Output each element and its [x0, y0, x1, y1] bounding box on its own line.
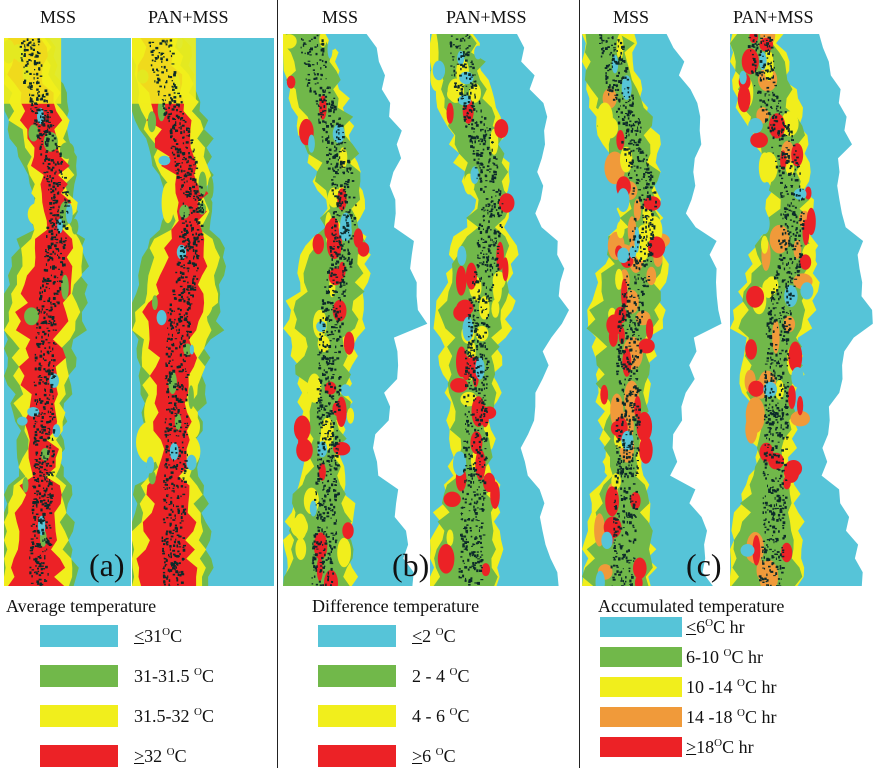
- legend-label: 2 - 4 OC: [412, 666, 470, 686]
- legend-swatch: [600, 677, 682, 697]
- panel-divider-2: [579, 0, 580, 768]
- legend-title: Difference temperature: [312, 596, 480, 616]
- legend-swatch: [600, 647, 682, 667]
- legend-item: 31-31.5 OC: [40, 665, 214, 687]
- legend-swatch: [318, 745, 396, 767]
- map-label-mss: MSS: [322, 7, 359, 27]
- map-c-mss: [582, 34, 728, 586]
- map-b-pan-mss: [430, 34, 575, 586]
- legend-item: <6OC hr: [600, 616, 745, 638]
- legend-swatch: [40, 745, 118, 767]
- legend-swatch: [40, 705, 118, 727]
- map-label-mss: MSS: [40, 7, 77, 27]
- panel-letter: (a): [89, 547, 125, 583]
- map-c-pan-mss: [730, 34, 878, 586]
- legend-label: 14 -18 OC hr: [686, 707, 777, 727]
- legend-label: >32 OC: [134, 746, 187, 766]
- legend-label: >18OC hr: [686, 737, 754, 757]
- panel-divider-1: [277, 0, 278, 768]
- legend-item: 6-10 OC hr: [600, 646, 763, 668]
- legend-item: 31.5-32 OC: [40, 705, 214, 727]
- legend-title: Average temperature: [6, 596, 157, 616]
- legend-item: 14 -18 OC hr: [600, 706, 776, 728]
- legend-swatch: [600, 737, 682, 757]
- legend-item: 2 - 4 OC: [318, 665, 469, 687]
- legend-label: 4 - 6 OC: [412, 706, 470, 726]
- legend-swatch: [318, 705, 396, 727]
- legend-swatch: [318, 625, 396, 647]
- legend-swatch: [318, 665, 396, 687]
- legend-swatch: [600, 617, 682, 637]
- legend-title: Accumulated temperature: [598, 596, 785, 616]
- legend-item: >6 OC: [318, 745, 456, 767]
- panel-letter: (b): [392, 547, 430, 583]
- legend-label: 31.5-32 OC: [134, 706, 214, 726]
- map-label-mss: MSS: [613, 7, 650, 27]
- legend-item: <31OC: [40, 625, 182, 647]
- legend-item: 4 - 6 OC: [318, 705, 469, 727]
- legend-swatch: [600, 707, 682, 727]
- map-label-pan-mss: PAN+MSS: [446, 7, 527, 27]
- map-b-mss: [283, 34, 428, 586]
- legend-label: 6-10 OC hr: [686, 647, 763, 667]
- legend-label: >6 OC: [412, 746, 456, 766]
- legend-label: 10 -14 OC hr: [686, 677, 777, 697]
- map-label-pan-mss: PAN+MSS: [148, 7, 229, 27]
- legend-label: 31-31.5 OC: [134, 666, 214, 686]
- legend-label: <6OC hr: [686, 617, 745, 637]
- map-a-mss: [4, 38, 131, 586]
- legend-label: <2 OC: [412, 626, 456, 646]
- legend-item: >18OC hr: [600, 736, 754, 758]
- map-a-pan-mss: [132, 38, 274, 586]
- panel-letter: (c): [686, 547, 722, 583]
- map-label-pan-mss: PAN+MSS: [733, 7, 814, 27]
- legend-swatch: [40, 665, 118, 687]
- legend-item: 10 -14 OC hr: [600, 676, 776, 698]
- legend-label: <31OC: [134, 626, 183, 646]
- legend-swatch: [40, 625, 118, 647]
- legend-item: >32 OC: [40, 745, 187, 767]
- legend-item: <2 OC: [318, 625, 456, 647]
